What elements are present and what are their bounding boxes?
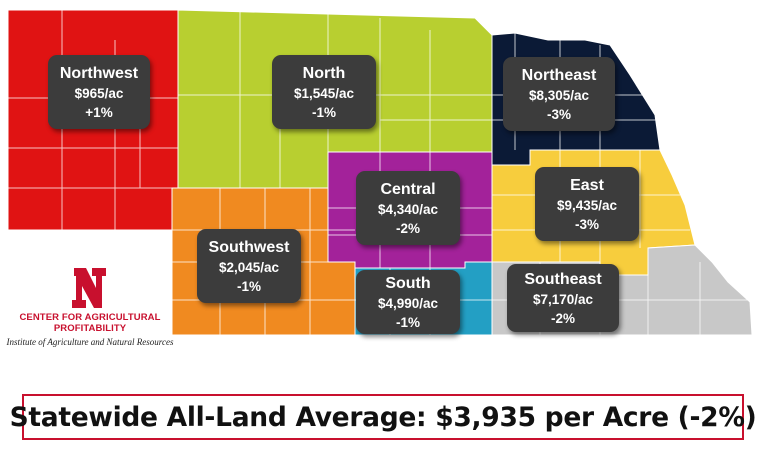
region-change: -2%: [395, 220, 420, 236]
region-change: +1%: [85, 104, 113, 120]
logo-institute: Institute of Agriculture and Natural Res…: [6, 337, 174, 347]
region-change: -1%: [395, 314, 420, 330]
region-name: South: [385, 274, 431, 292]
label-southwest: Southwest $2,045/ac -1%: [197, 229, 301, 303]
label-north: North $1,545/ac -1%: [272, 55, 376, 129]
region-name: East: [570, 176, 604, 194]
region-change: -1%: [311, 104, 336, 120]
region-name: Southwest: [208, 238, 290, 256]
label-northeast: Northeast $8,305/ac -3%: [503, 57, 615, 131]
region-value: $2,045/ac: [218, 259, 280, 275]
region-value: $4,340/ac: [377, 201, 439, 217]
logo: CENTER FOR AGRICULTURAL PROFITABILITY In…: [6, 266, 174, 347]
region-value: $4,990/ac: [377, 295, 439, 311]
label-southeast: Southeast $7,170/ac -2%: [507, 264, 619, 332]
region-name: Northwest: [59, 64, 139, 82]
region-change: -3%: [574, 216, 599, 232]
region-value: $7,170/ac: [532, 291, 594, 307]
region-name: Northeast: [521, 66, 597, 84]
region-change: -3%: [546, 106, 571, 122]
label-east: East $9,435/ac -3%: [535, 167, 639, 241]
label-northwest: Northwest $965/ac +1%: [48, 55, 150, 129]
logo-org-name: CENTER FOR AGRICULTURAL PROFITABILITY: [19, 312, 161, 334]
region-name: North: [302, 64, 346, 82]
region-value: $1,545/ac: [293, 85, 355, 101]
region-value: $8,305/ac: [528, 87, 590, 103]
label-south: South $4,990/ac -1%: [356, 270, 460, 334]
region-change: -2%: [550, 310, 575, 326]
label-central: Central $4,340/ac -2%: [356, 171, 460, 245]
region-value: $965/ac: [74, 85, 124, 101]
region-name: Southeast: [524, 270, 602, 288]
region-change: -1%: [236, 278, 261, 294]
region-value: $9,435/ac: [556, 197, 618, 213]
nebraska-n-icon: [72, 268, 106, 308]
statewide-average-banner: Statewide All-Land Average: $3,935 per A…: [10, 394, 757, 440]
region-name: Central: [380, 180, 436, 198]
